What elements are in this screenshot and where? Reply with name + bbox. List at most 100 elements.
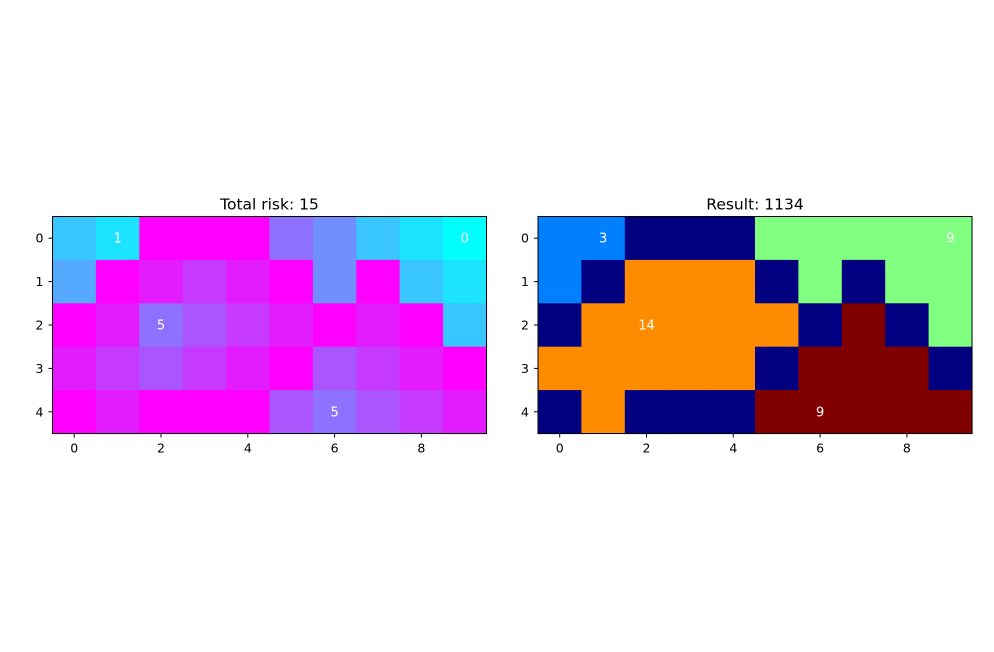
risk-heatmap-cell	[139, 390, 184, 435]
risk-heatmap-y-tick-label: 0	[36, 231, 44, 246]
basins-heatmap-cell	[755, 303, 799, 348]
basins-heatmap-x-tick-label: 0	[556, 441, 564, 456]
basins-heatmap-cell	[841, 303, 886, 348]
basins-heatmap-cell	[798, 303, 843, 348]
basins-heatmap-annotation: 3	[599, 232, 607, 247]
risk-heatmap-annotation: 5	[330, 405, 338, 420]
basins-heatmap-cell	[841, 259, 886, 304]
risk-heatmap-x-tick-label: 4	[244, 441, 252, 456]
risk-heatmap-cell	[356, 390, 401, 435]
risk-heatmap-annotation: 5	[157, 319, 165, 334]
basins-heatmap-cell	[928, 390, 973, 435]
basins-heatmap-axes: 0 2 4 6 8 0 1 2 3 4	[521, 231, 911, 456]
risk-heatmap-annotation: 1	[113, 232, 121, 247]
basins-heatmap-cell	[798, 390, 843, 435]
risk-heatmap-x-tick-label: 2	[157, 441, 165, 456]
risk-heatmap-title: Total risk: 15	[219, 196, 319, 214]
basins-heatmap-cell	[841, 390, 886, 435]
basins-heatmap-cell	[668, 390, 713, 435]
risk-heatmap-cell	[139, 303, 184, 348]
basins-heatmap-cell	[538, 346, 582, 391]
basins-heatmap-cell	[798, 216, 843, 261]
risk-heatmap-cell	[182, 346, 227, 391]
risk-heatmap-cell	[443, 346, 488, 391]
risk-heatmap-y-tick-label: 3	[36, 361, 44, 376]
risk-heatmap-cell	[182, 216, 227, 261]
risk-heatmap-cell	[139, 216, 184, 261]
basins-heatmap-cell	[668, 346, 713, 391]
risk-heatmap-cell	[52, 259, 97, 304]
basins-heatmap-cell	[624, 259, 669, 304]
basins-heatmap-cell	[885, 390, 930, 435]
basins-heatmap-cell	[841, 216, 886, 261]
basins-heatmap-cell	[538, 216, 582, 261]
risk-heatmap-cell	[356, 303, 401, 348]
risk-heatmap-cell	[269, 390, 314, 435]
risk-heatmap-cell	[95, 259, 140, 304]
basins-heatmap-cell	[885, 346, 930, 391]
risk-heatmap-cell	[443, 303, 488, 348]
risk-heatmap-cell	[226, 216, 271, 261]
basins-heatmap-cell	[668, 216, 713, 261]
basins-heatmap-cell	[538, 259, 582, 304]
risk-heatmap-x-tick-label: 6	[331, 441, 339, 456]
risk-heatmap-cell	[356, 346, 401, 391]
basins-heatmap-cell	[624, 346, 669, 391]
basins-heatmap-y-tick-label: 3	[521, 361, 529, 376]
basins-heatmap-x-tick-label: 6	[816, 441, 824, 456]
risk-heatmap-cell	[443, 390, 488, 435]
basins-heatmap-cell	[755, 216, 799, 261]
basins-heatmap-cell	[928, 216, 973, 261]
risk-heatmap-cell	[356, 216, 401, 261]
basins-heatmap-x-tick-label: 8	[903, 441, 911, 456]
basins-heatmap-annotation: 9	[946, 232, 954, 247]
risk-heatmap-cell	[269, 259, 314, 304]
risk-heatmap-cell	[95, 216, 140, 261]
risk-heatmap-cell	[226, 259, 271, 304]
risk-heatmap-cell	[399, 259, 444, 304]
basins-heatmap-cell	[711, 390, 756, 435]
risk-heatmap-cell	[182, 390, 227, 435]
basins-heatmap-y-tick-label: 0	[521, 231, 529, 246]
basins-heatmap-cell	[624, 390, 669, 435]
risk-heatmap-cell	[52, 346, 97, 391]
basins-heatmap-x-tick-label: 4	[729, 441, 737, 456]
basins-heatmap-cell	[798, 346, 843, 391]
basins-heatmap-annotation: 14	[638, 319, 655, 334]
basins-heatmap-cell	[885, 216, 930, 261]
basins-heatmap-cell	[624, 216, 669, 261]
risk-heatmap-cell	[95, 346, 140, 391]
basins-heatmap-cell	[668, 303, 713, 348]
basins-heatmap-cell	[581, 390, 626, 435]
risk-heatmap-cell	[443, 259, 488, 304]
risk-heatmap-cell	[312, 346, 357, 391]
risk-heatmap-cell	[52, 390, 97, 435]
basins-heatmap-cell	[538, 303, 582, 348]
basins-heatmap-y-tick-label: 4	[521, 404, 529, 419]
risk-heatmap-annotations: 1 0 5 5	[113, 232, 468, 421]
basins-heatmap-cell	[928, 303, 973, 348]
basins-heatmap-cell	[538, 390, 582, 435]
basins-heatmap-cell	[668, 259, 713, 304]
basins-heatmap-cell	[755, 346, 799, 391]
basins-heatmap-cell	[711, 346, 756, 391]
risk-heatmap-cell	[52, 303, 97, 348]
risk-heatmap-cell	[356, 259, 401, 304]
risk-heatmap-cell	[226, 303, 271, 348]
basins-heatmap-cell	[928, 346, 973, 391]
basins-heatmap-title: Result: 1134	[706, 196, 804, 214]
basins-heatmap-x-tick-label: 2	[643, 441, 651, 456]
basins-heatmap-cell	[581, 303, 626, 348]
risk-heatmap-y-tick-label: 1	[36, 274, 44, 289]
basins-heatmap-panel: Result: 1134 3 9 14 9 0 2 4 6 8 0 1 2 3 4	[521, 196, 973, 456]
risk-heatmap-cell	[52, 216, 97, 261]
basins-heatmap-cell	[711, 216, 756, 261]
basins-heatmap-cell	[581, 346, 626, 391]
risk-heatmap-cell	[226, 346, 271, 391]
basins-heatmap-cell	[798, 259, 843, 304]
basins-heatmap-cell	[885, 303, 930, 348]
basins-heatmap-y-tick-label: 2	[521, 318, 529, 333]
risk-heatmap-cells	[52, 216, 488, 435]
